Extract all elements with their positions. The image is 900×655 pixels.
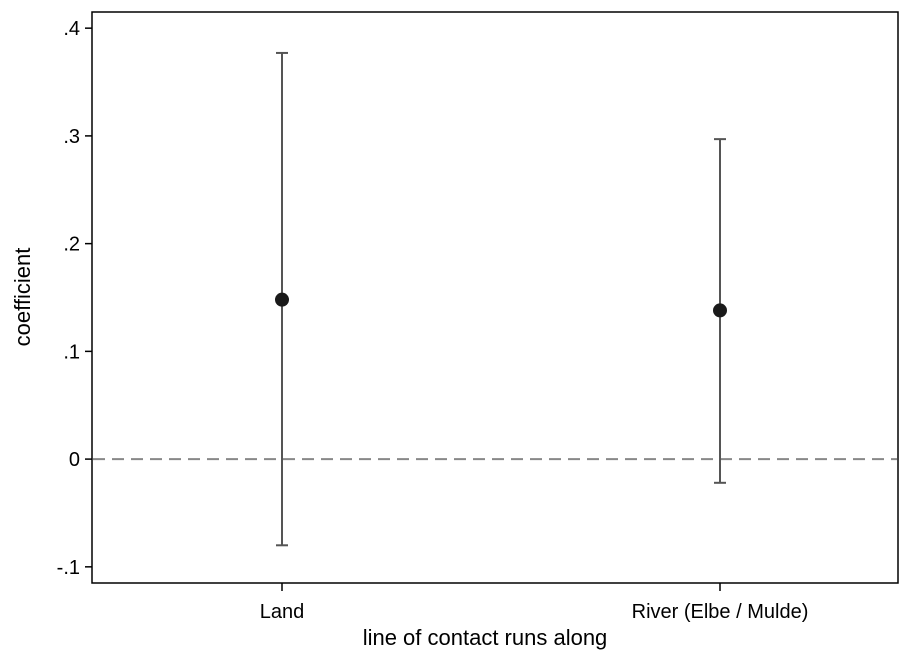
x-axis-title: line of contact runs along	[363, 625, 608, 650]
chart-marks	[275, 51, 727, 547]
x-tick-label: River (Elbe / Mulde)	[632, 601, 809, 623]
y-axis: -.1 0 .1 .2 .3 .4	[57, 18, 92, 579]
y-tick-label: .1	[63, 341, 80, 363]
y-tick-label: .3	[63, 126, 80, 148]
coefficient-point	[713, 303, 727, 318]
x-axis: Land River (Elbe / Mulde)	[260, 583, 809, 623]
y-tick-label: -.1	[57, 557, 80, 579]
x-tick-label: Land	[260, 601, 305, 623]
y-tick-label: 0	[69, 449, 80, 471]
coefficient-point	[275, 292, 289, 307]
y-axis-title: coefficient	[10, 248, 35, 347]
y-tick-label: .2	[63, 234, 80, 256]
plot-area	[91, 11, 899, 584]
y-tick-label: .4	[63, 18, 80, 40]
